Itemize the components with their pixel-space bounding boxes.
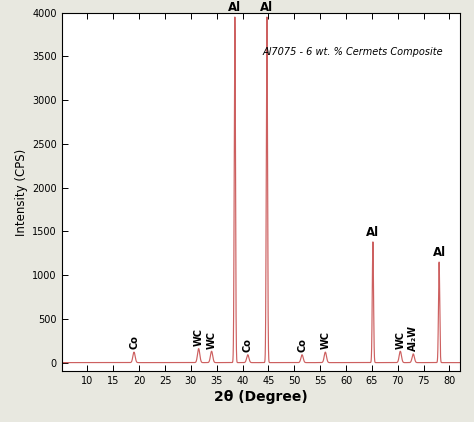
Text: WC: WC bbox=[320, 332, 330, 349]
Text: WC: WC bbox=[395, 330, 405, 349]
Text: WC: WC bbox=[194, 328, 204, 346]
X-axis label: 2θ (Degree): 2θ (Degree) bbox=[214, 390, 308, 404]
Text: Al: Al bbox=[228, 1, 241, 14]
Text: Co: Co bbox=[243, 338, 253, 352]
Text: Al: Al bbox=[433, 246, 446, 260]
Y-axis label: Intensity (CPS): Intensity (CPS) bbox=[15, 149, 28, 235]
Text: Al: Al bbox=[366, 226, 380, 239]
Text: Al7075 - 6 wt. % Cermets Composite: Al7075 - 6 wt. % Cermets Composite bbox=[263, 47, 443, 57]
Text: Co: Co bbox=[297, 338, 307, 352]
Text: WC: WC bbox=[207, 330, 217, 349]
Text: Al₂W: Al₂W bbox=[408, 325, 418, 351]
Text: Al: Al bbox=[260, 1, 273, 14]
Text: Co: Co bbox=[129, 335, 139, 349]
